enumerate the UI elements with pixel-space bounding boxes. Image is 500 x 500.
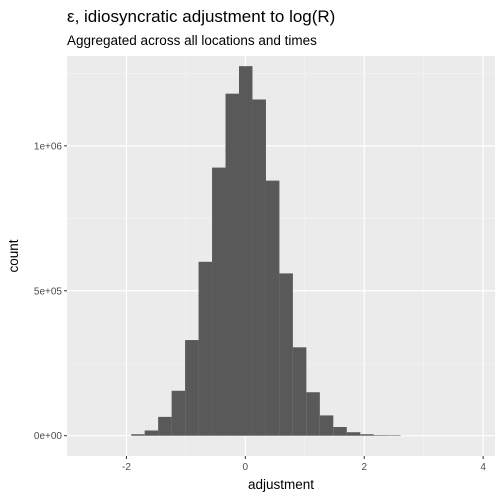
histogram-bar bbox=[360, 434, 374, 436]
histogram-bar bbox=[252, 99, 266, 436]
histogram-bar bbox=[238, 66, 253, 436]
x-tick-label: -2 bbox=[122, 462, 131, 473]
histogram-bar bbox=[265, 180, 280, 436]
chart-subtitle: Aggregated across all locations and time… bbox=[67, 33, 317, 48]
grid-minor-lines bbox=[66, 56, 495, 456]
histogram-bar bbox=[387, 435, 401, 436]
y-tick-label: 5e+05 bbox=[34, 286, 63, 297]
histogram-bar bbox=[373, 435, 388, 436]
histogram-bar bbox=[212, 167, 226, 436]
histogram-bar bbox=[306, 392, 320, 436]
chart-title: ε, idiosyncratic adjustment to log(R) bbox=[67, 7, 335, 26]
histogram-bar bbox=[185, 340, 199, 436]
y-axis-ticks: 0e+00 5e+05 1e+06 bbox=[34, 141, 67, 442]
y-tick-label: 0e+00 bbox=[34, 431, 63, 442]
histogram-bar bbox=[171, 390, 186, 436]
histogram-bar bbox=[131, 434, 145, 436]
histogram-bar bbox=[279, 273, 293, 436]
histogram-bar bbox=[144, 430, 159, 436]
histogram-bar bbox=[333, 427, 347, 436]
x-tick-label: 2 bbox=[361, 462, 367, 473]
x-axis-ticks: -2 0 2 4 bbox=[122, 456, 486, 473]
y-axis-title: count bbox=[6, 239, 21, 272]
x-axis-title: adjustment bbox=[248, 477, 314, 492]
histogram-bar bbox=[198, 261, 213, 436]
x-tick-label: 4 bbox=[480, 462, 486, 473]
histogram-bar bbox=[292, 347, 307, 436]
histogram-bar bbox=[225, 93, 239, 436]
x-tick-label: 0 bbox=[243, 462, 249, 473]
histogram-bar bbox=[158, 416, 172, 436]
y-tick-label: 1e+06 bbox=[34, 141, 63, 152]
histogram-bars bbox=[131, 66, 401, 436]
histogram-bar bbox=[319, 415, 334, 436]
histogram-bar bbox=[346, 432, 361, 436]
